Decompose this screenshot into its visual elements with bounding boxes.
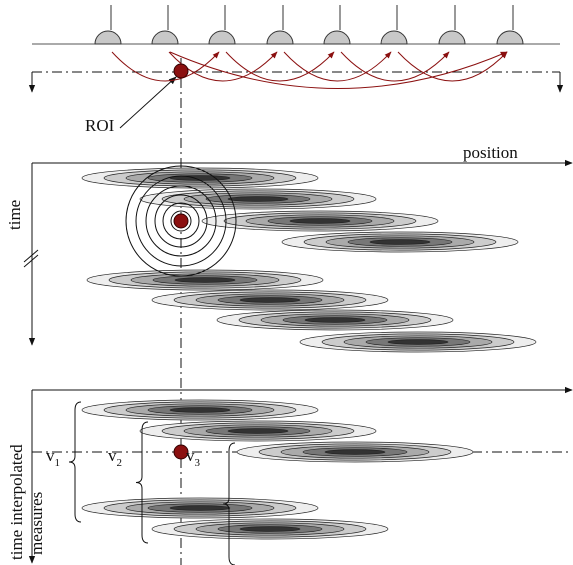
measure-base: v bbox=[108, 446, 117, 465]
roi-circle bbox=[162, 202, 200, 240]
measure-ellipse bbox=[289, 218, 351, 224]
arc bbox=[340, 51, 450, 82]
measure-base: v bbox=[186, 446, 195, 465]
position-label: position bbox=[463, 143, 518, 162]
roi-circle bbox=[135, 175, 227, 267]
measure-ellipse bbox=[239, 297, 301, 303]
measure-ellipse bbox=[239, 526, 301, 532]
measure-sub: 1 bbox=[55, 457, 61, 469]
measure-sub: 3 bbox=[195, 457, 201, 469]
sensor bbox=[208, 30, 236, 45]
roi-circle bbox=[145, 185, 217, 257]
roi-dot bbox=[173, 444, 189, 460]
brace bbox=[135, 421, 149, 544]
arc bbox=[169, 51, 508, 89]
sensor bbox=[94, 30, 122, 45]
measure-ellipse bbox=[387, 339, 449, 345]
sensor bbox=[380, 30, 408, 45]
measure-label: v2 bbox=[108, 446, 122, 469]
time-label: time bbox=[5, 200, 24, 230]
sensor bbox=[496, 30, 524, 45]
measure-base: v bbox=[46, 446, 55, 465]
arc bbox=[168, 51, 278, 82]
roi-circle bbox=[170, 210, 192, 232]
sensor bbox=[266, 30, 294, 45]
measure-ellipse bbox=[324, 449, 386, 455]
brace bbox=[68, 401, 82, 523]
measures-label: measures bbox=[27, 492, 46, 555]
arc bbox=[111, 51, 220, 82]
measure-ellipse bbox=[227, 196, 289, 202]
roi-circle bbox=[125, 165, 237, 277]
sensor bbox=[323, 30, 351, 45]
arc bbox=[283, 51, 392, 82]
measure-ellipse bbox=[174, 277, 236, 283]
measure-label: v3 bbox=[186, 446, 201, 469]
roi-dot bbox=[173, 213, 189, 229]
roi-dot bbox=[173, 63, 189, 79]
sensor bbox=[438, 30, 466, 45]
arc bbox=[397, 51, 508, 82]
measure-label: v1 bbox=[46, 446, 60, 469]
measure-ellipse bbox=[169, 505, 231, 511]
arc bbox=[225, 51, 335, 82]
measure-ellipse bbox=[227, 428, 289, 434]
roi-label: ROI bbox=[85, 116, 115, 135]
measure-ellipse bbox=[169, 407, 231, 413]
measure-sub: 2 bbox=[117, 457, 123, 469]
roi-circle bbox=[154, 194, 208, 248]
measure-ellipse bbox=[369, 239, 431, 245]
sensor bbox=[151, 30, 179, 45]
measure-ellipse bbox=[304, 317, 366, 323]
time-interpolated-label: time interpolated bbox=[7, 444, 26, 560]
brace bbox=[222, 442, 236, 565]
